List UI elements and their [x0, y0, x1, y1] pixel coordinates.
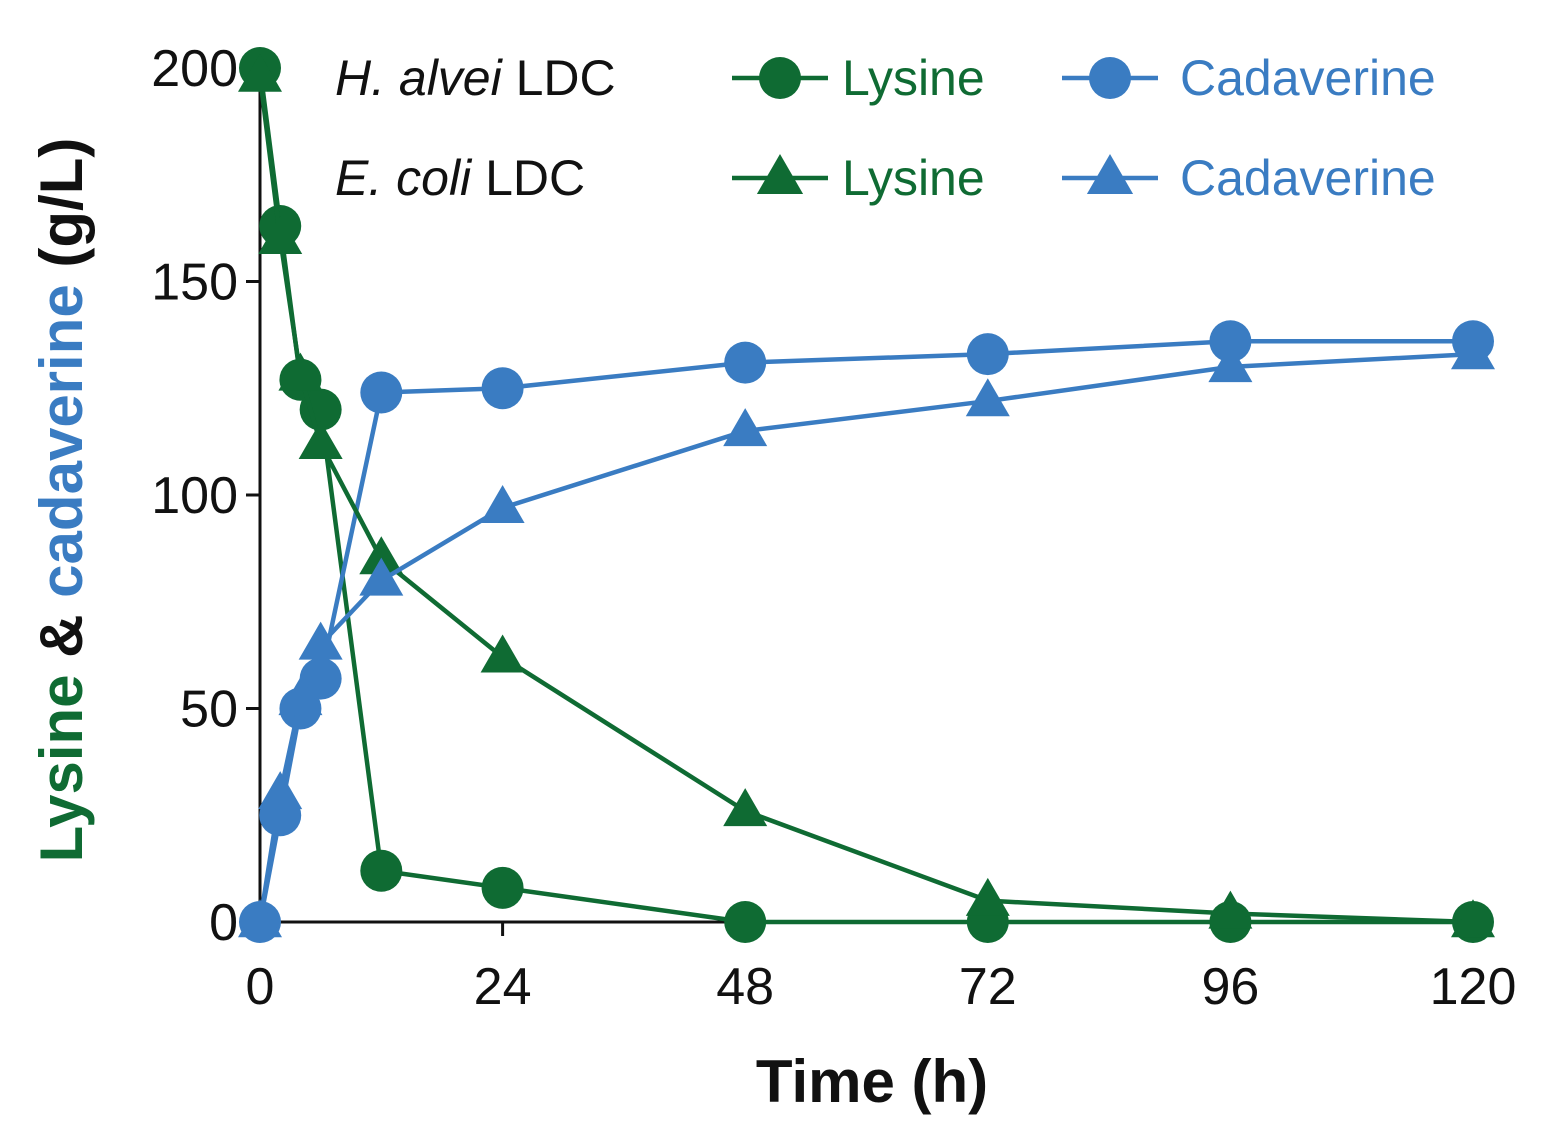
legend-marker	[759, 57, 801, 99]
data-point	[298, 621, 343, 660]
legend-row-label: E. coli LDC	[335, 150, 585, 206]
y-tick-label: 0	[209, 894, 238, 952]
x-tick-label: 0	[246, 958, 275, 1016]
x-tick-label: 72	[959, 958, 1017, 1016]
series-h-alvei-ldccadaverine	[239, 320, 1494, 943]
y-axis-title-part: &	[28, 598, 95, 675]
data-point	[480, 634, 525, 673]
data-point	[238, 53, 282, 92]
y-axis-title-part: Lysine	[28, 674, 95, 862]
legend-label: Lysine	[842, 150, 985, 206]
legend-marker	[1086, 154, 1134, 194]
legend-marker	[756, 154, 804, 194]
series-line	[257, 351, 1474, 923]
data-point	[360, 849, 403, 892]
legend-marker	[1089, 57, 1131, 99]
legend-row-italic: H. alvei	[335, 50, 504, 106]
data-point	[278, 677, 323, 716]
axes-group: 0 50 100 150 200 0 24 48 72 96 120	[151, 40, 1516, 1016]
x-axis-title: Time (h)	[756, 1048, 988, 1115]
data-point	[965, 378, 1010, 417]
data-point	[724, 901, 767, 943]
legend-row-label: H. alvei LDC	[335, 50, 616, 106]
series-line	[257, 339, 1473, 923]
legend-row-suffix: LDC	[502, 50, 616, 106]
axis-titles-group: Time (h) Lysine & cadaverine (g/L)	[28, 138, 988, 1115]
data-point	[480, 485, 525, 524]
data-point	[258, 771, 303, 810]
data-point	[360, 371, 403, 414]
legend-label: Cadaverine	[1180, 50, 1436, 106]
data-point	[299, 388, 342, 431]
data-point	[724, 341, 767, 384]
series-e-coli-ldccadaverine	[238, 331, 1495, 938]
data-point	[1451, 331, 1495, 370]
data-point	[1209, 320, 1252, 363]
x-tick-label: 120	[1430, 958, 1517, 1016]
y-axis-title-part: cadaverine	[28, 284, 95, 598]
data-point	[1208, 890, 1253, 929]
data-point	[359, 536, 404, 575]
data-point	[278, 352, 323, 391]
data-point	[298, 420, 343, 459]
series-group	[238, 47, 1495, 943]
data-point	[481, 866, 524, 909]
y-tick-label: 50	[180, 681, 238, 739]
data-point	[723, 408, 768, 447]
data-point	[1208, 344, 1253, 383]
x-tick-label: 96	[1201, 958, 1259, 1016]
x-tick-label: 24	[474, 958, 532, 1016]
data-point	[258, 216, 303, 254]
legend-row-suffix: LDC	[471, 150, 585, 206]
y-axis-title-part: (g/L)	[28, 138, 95, 285]
legend-label: Lysine	[842, 50, 985, 106]
series-line	[257, 76, 1474, 925]
legend-label: Cadaverine	[1180, 150, 1436, 206]
y-tick-label: 150	[151, 254, 238, 312]
data-point	[723, 788, 768, 827]
data-point	[965, 877, 1010, 916]
legend-row-italic: E. coli	[335, 150, 473, 206]
data-point	[238, 899, 282, 938]
x-tick-label: 48	[716, 958, 774, 1016]
series-e-coli-ldclysine	[238, 53, 1495, 938]
data-point	[481, 367, 524, 410]
data-point	[1451, 899, 1495, 938]
data-point	[359, 557, 404, 596]
y-tick-label: 100	[151, 467, 238, 525]
y-tick-label: 200	[151, 40, 238, 98]
y-axis-title: Lysine & cadaverine (g/L)	[28, 138, 95, 863]
data-point	[966, 333, 1009, 376]
